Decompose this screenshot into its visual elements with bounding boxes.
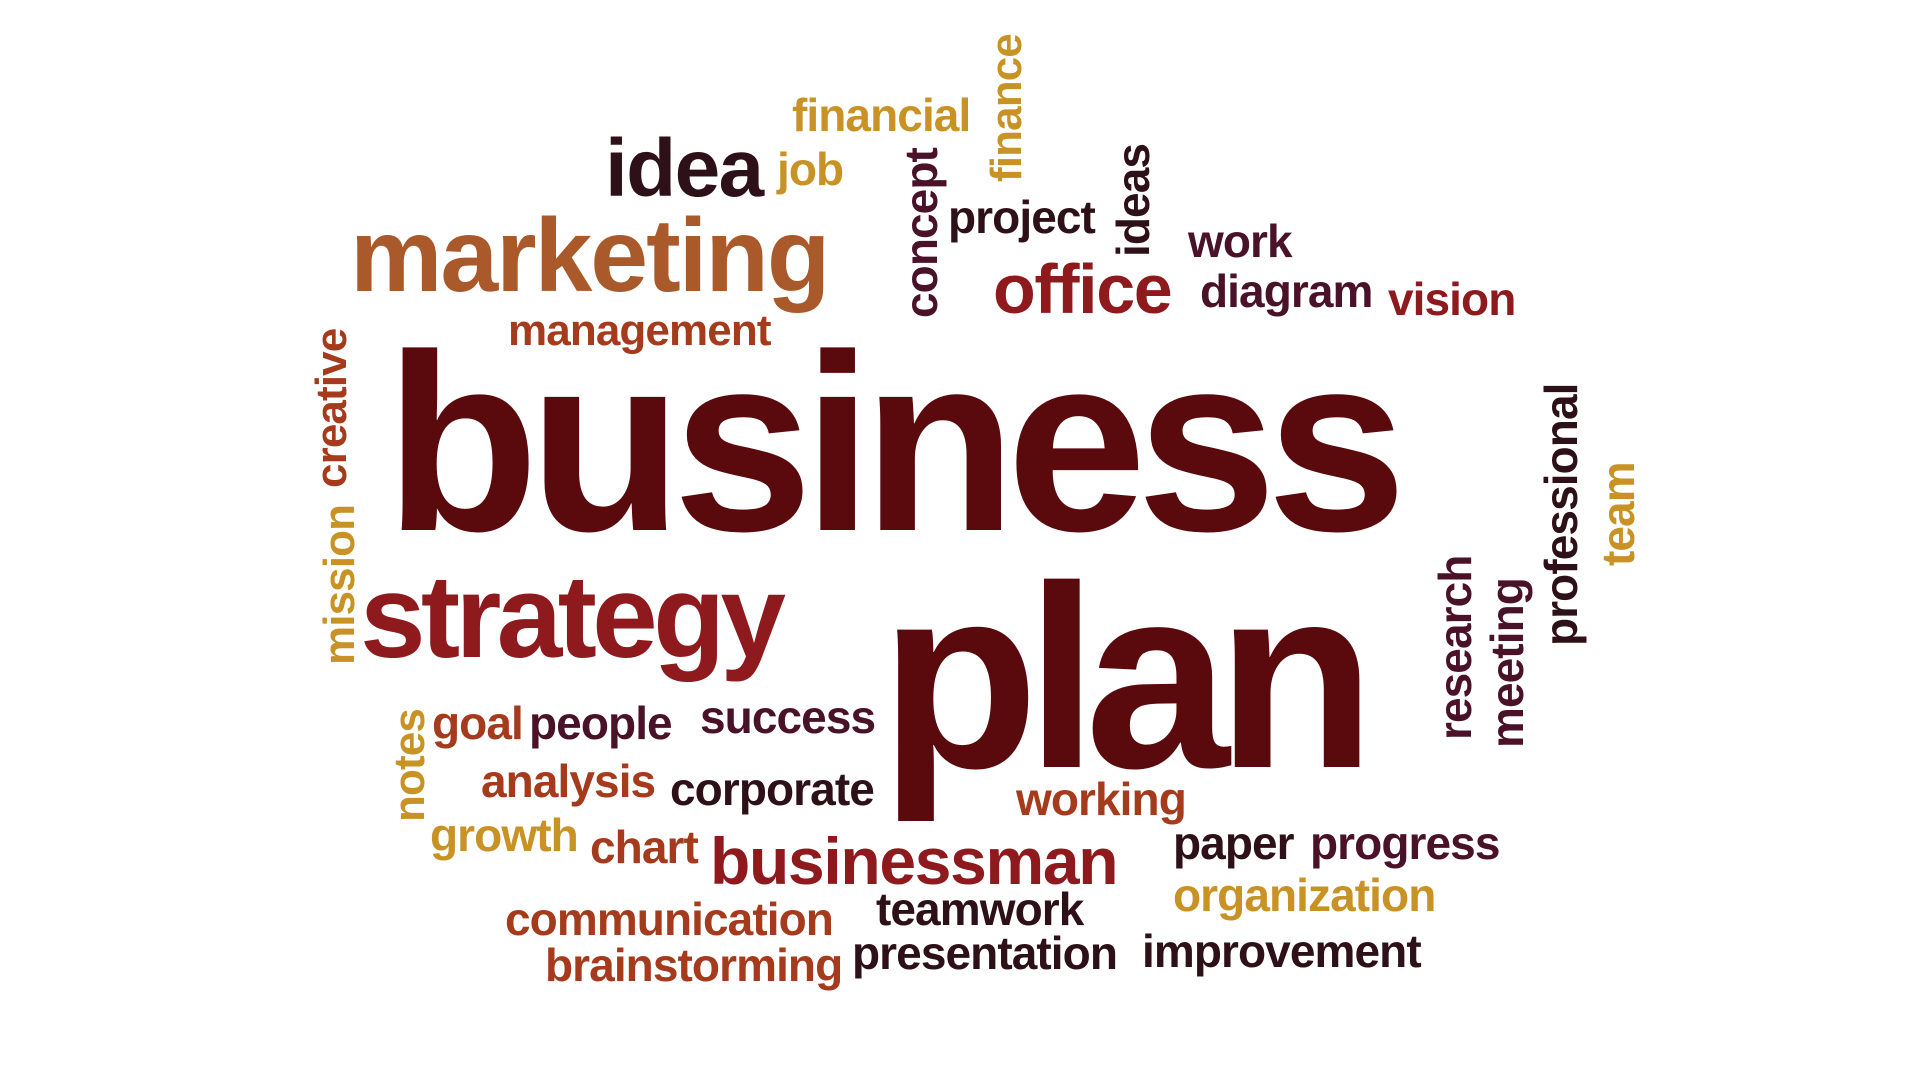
word-management: management bbox=[508, 306, 772, 355]
word-project: project bbox=[948, 191, 1096, 243]
word-work: work bbox=[1188, 215, 1293, 267]
word-organization: organization bbox=[1173, 869, 1436, 921]
word-professional: professional bbox=[1535, 383, 1587, 646]
word-research: research bbox=[1429, 555, 1481, 740]
word-diagram: diagram bbox=[1200, 265, 1373, 317]
word-idea: idea bbox=[605, 123, 764, 214]
word-office: office bbox=[993, 250, 1173, 328]
word-team: team bbox=[1592, 462, 1644, 566]
word-marketing: marketing bbox=[350, 198, 830, 314]
word-notes: notes bbox=[385, 709, 434, 822]
word-paper: paper bbox=[1173, 817, 1295, 869]
word-analysis: analysis bbox=[481, 755, 656, 807]
word-concept: concept bbox=[895, 148, 947, 318]
word-job: job bbox=[777, 143, 844, 195]
word-creative: creative bbox=[307, 328, 356, 488]
word-ideas: ideas bbox=[1107, 143, 1159, 257]
word-meeting: meeting bbox=[1481, 578, 1533, 748]
word-presentation: presentation bbox=[852, 927, 1118, 979]
word-financial: financial bbox=[792, 89, 971, 141]
word-working: working bbox=[1016, 773, 1187, 825]
word-plan: plan bbox=[880, 533, 1375, 823]
word-improvement: improvement bbox=[1142, 925, 1422, 977]
word-businessman: businessman bbox=[710, 824, 1119, 898]
word-corporate: corporate bbox=[670, 763, 875, 815]
word-business: business bbox=[385, 303, 1407, 584]
word-teamwork: teamwork bbox=[876, 883, 1084, 935]
word-mission: mission bbox=[315, 504, 364, 665]
word-success: success bbox=[700, 691, 876, 743]
word-chart: chart bbox=[590, 821, 699, 873]
word-finance: finance bbox=[982, 34, 1031, 182]
word-goal: goal bbox=[432, 697, 524, 749]
word-people: people bbox=[529, 697, 673, 749]
word-progress: progress bbox=[1310, 817, 1500, 869]
word-communication: communication bbox=[505, 893, 834, 945]
word-growth: growth bbox=[430, 809, 579, 861]
word-brainstorming: brainstorming bbox=[545, 939, 843, 991]
word-strategy: strategy bbox=[360, 551, 786, 683]
word-vision: vision bbox=[1388, 273, 1516, 325]
